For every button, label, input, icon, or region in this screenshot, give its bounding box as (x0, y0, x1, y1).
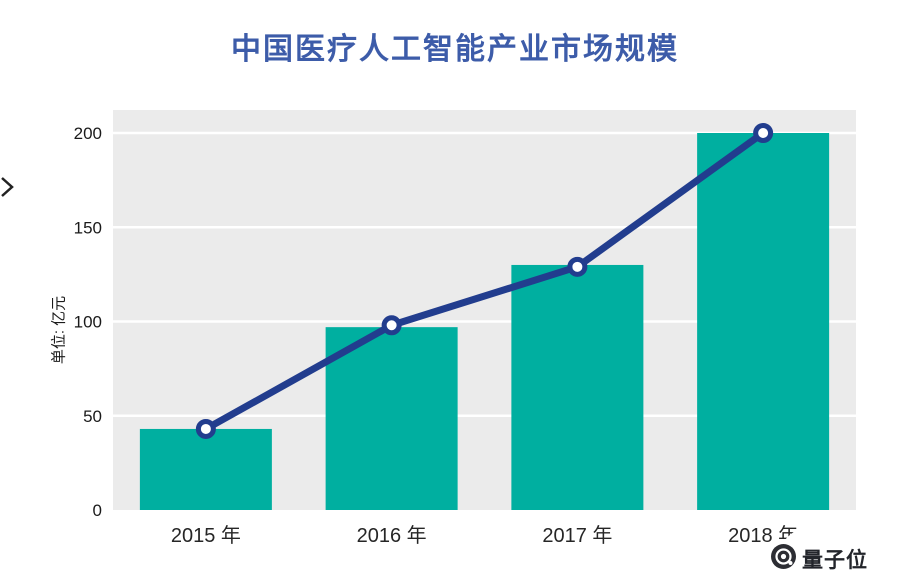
qubit-logo-icon (770, 543, 797, 570)
chart-title: 中国医疗人工智能产业市场规模 (231, 33, 679, 66)
y-tick-label: 200 (74, 124, 102, 143)
x-tick-label: 2016 年 (357, 524, 427, 547)
bar (511, 264, 644, 510)
y-tick-label: 100 (74, 313, 102, 332)
bar (139, 428, 272, 510)
x-tick-label: 2017 年 (542, 524, 612, 547)
watermark-label: 量子位 (802, 549, 868, 572)
y-tick-label: 0 (93, 501, 102, 520)
x-tick-label: 2018 年 (728, 524, 798, 547)
y-tick-label: 50 (83, 407, 102, 426)
bar (697, 133, 830, 510)
line-marker (567, 256, 588, 277)
bar (325, 327, 458, 510)
y-tick-label: 150 (74, 218, 102, 237)
cropped-edge-glyph (0, 176, 14, 198)
line-marker (753, 123, 774, 143)
x-tick-label: 2015 年 (171, 524, 241, 547)
line-marker (195, 418, 216, 439)
trend-line (202, 129, 767, 433)
line-marker (381, 315, 402, 336)
